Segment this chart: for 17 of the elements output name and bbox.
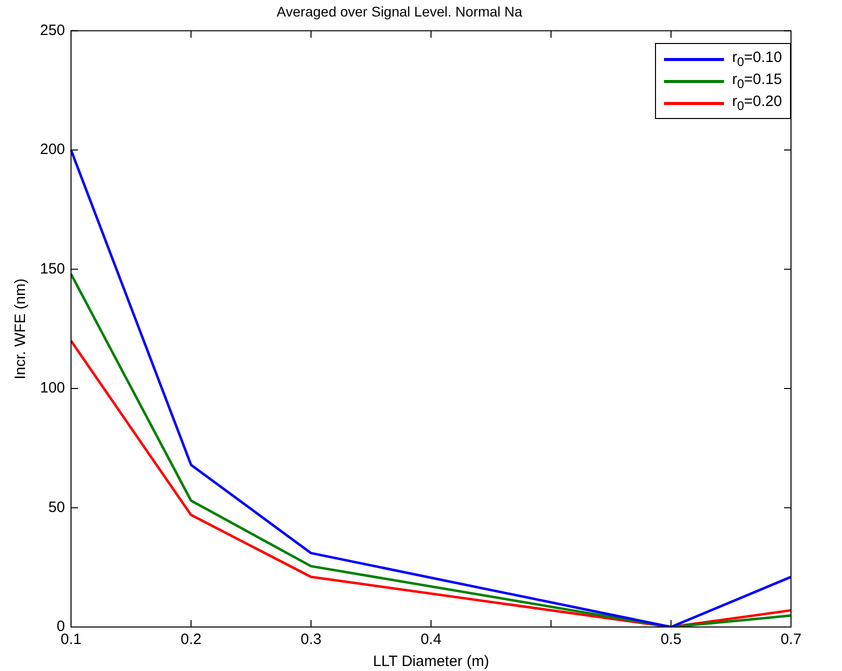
y-tick-label: 250 bbox=[40, 22, 66, 39]
chart-title: Averaged over Signal Level. Normal Na bbox=[276, 3, 523, 20]
y-tick-label: 150 bbox=[40, 260, 66, 278]
y-tick-label: 50 bbox=[48, 498, 66, 516]
x-axis-title: LLT Diameter (m) bbox=[372, 653, 490, 670]
legend-label: r$_{0}$=0.10 bbox=[732, 49, 782, 69]
legend-label: r$_{0}$=0.15 bbox=[732, 71, 782, 91]
x-tick-label: 0.2 bbox=[180, 631, 202, 648]
legend-label: r$_{0}$=0.20 bbox=[732, 93, 782, 113]
x-tick-label: 0.7 bbox=[780, 631, 802, 648]
y-tick-label: 100 bbox=[40, 380, 66, 397]
x-tick-label: 0.4 bbox=[420, 631, 442, 648]
y-axis-title: Incr. WFE (nm) bbox=[12, 278, 30, 380]
x-tick-label: 0.1 bbox=[60, 631, 82, 648]
x-tick-label: 0.5 bbox=[660, 631, 682, 648]
x-tick-label: 0.3 bbox=[300, 631, 322, 648]
y-tick-label: 200 bbox=[40, 141, 66, 158]
